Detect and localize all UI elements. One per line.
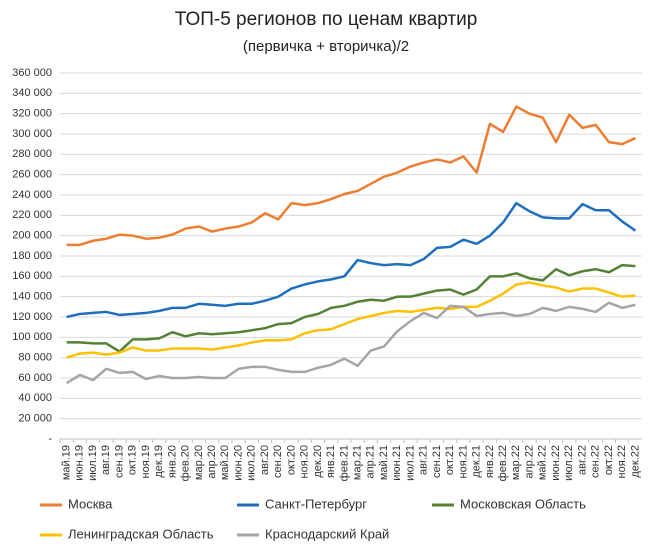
x-tick-label: сен.22 <box>590 445 602 478</box>
y-tick-label: 280 000 <box>12 148 52 160</box>
x-tick-label: янв.21 <box>325 445 337 478</box>
x-tick-label: дек.20 <box>312 445 324 478</box>
x-tick-label: ноя.22 <box>616 445 628 478</box>
legend-label: Ленинградская Область <box>68 526 214 541</box>
x-tick-label: ноя.21 <box>457 445 469 478</box>
x-tick-label: дек.19 <box>153 445 165 478</box>
series-line <box>65 301 636 385</box>
series-line <box>66 201 637 319</box>
x-tick-label: июн.20 <box>232 445 244 481</box>
legend-label: Санкт-Петербург <box>265 496 367 511</box>
x-tick-label: июл.22 <box>563 445 575 481</box>
y-tick-label: 20 000 <box>18 413 52 425</box>
y-tick-label: 60 000 <box>18 372 52 384</box>
y-tick-label: 100 000 <box>12 331 52 343</box>
series-line <box>66 281 636 359</box>
y-tick-label: 180 000 <box>12 250 52 262</box>
x-tick-label: май.20 <box>219 445 231 480</box>
x-tick-label: янв.22 <box>484 445 496 478</box>
x-tick-label: авг.21 <box>418 445 430 475</box>
x-tick-label: июл.20 <box>246 445 258 481</box>
y-tick-label: 260 000 <box>12 169 52 181</box>
series-line <box>66 105 636 247</box>
y-tick-label: 80 000 <box>18 352 52 364</box>
x-tick-label: апр.21 <box>365 445 377 478</box>
y-tick-label: 120 000 <box>12 311 52 323</box>
x-tick-label: фев.22 <box>497 445 509 481</box>
x-tick-label: авг.20 <box>259 445 271 475</box>
y-tick-label: - <box>48 433 52 445</box>
x-tick-label: авг.19 <box>100 445 112 475</box>
x-tick-label: окт.19 <box>127 445 139 475</box>
x-tick-label: сен.19 <box>113 445 125 478</box>
x-tick-label: янв.20 <box>166 445 178 478</box>
y-tick-label: 200 000 <box>12 230 52 242</box>
x-tick-label: сен.20 <box>272 445 284 478</box>
x-tick-label: мар.22 <box>510 445 522 480</box>
x-tick-label: июн.21 <box>391 445 403 481</box>
y-tick-label: 320 000 <box>12 108 52 120</box>
x-tick-label: фев.20 <box>180 445 192 481</box>
legend-label: Краснодарский Край <box>265 526 389 541</box>
x-tick-label: дек.22 <box>629 445 641 478</box>
x-tick-label: дек.21 <box>471 445 483 478</box>
x-tick-label: окт.21 <box>444 445 456 475</box>
y-tick-label: 40 000 <box>18 392 52 404</box>
x-tick-label: мар.21 <box>352 445 364 480</box>
x-tick-label: мар.20 <box>193 445 205 480</box>
x-tick-label: май.22 <box>537 445 549 480</box>
x-tick-label: авг.22 <box>576 445 588 475</box>
y-tick-label: 340 000 <box>12 87 52 99</box>
y-tick-label: 360 000 <box>12 67 52 79</box>
chart-title: ТОП-5 регионов по ценам квартир <box>175 9 478 30</box>
x-tick-label: окт.20 <box>285 445 297 475</box>
x-tick-label: окт.22 <box>603 445 615 475</box>
y-tick-label: 300 000 <box>12 128 52 140</box>
x-tick-label: май.21 <box>378 445 390 480</box>
x-tick-label: ноя.19 <box>140 445 152 478</box>
y-tick-label: 240 000 <box>12 189 52 201</box>
x-tick-label: июл.21 <box>404 445 416 481</box>
x-tick-label: июл.19 <box>87 445 99 481</box>
x-tick-label: сен.21 <box>431 445 443 478</box>
x-tick-label: ноя.20 <box>299 445 311 478</box>
series-line <box>66 263 636 353</box>
x-tick-label: апр.22 <box>523 445 535 478</box>
y-tick-label: 220 000 <box>12 209 52 221</box>
legend-label: Москва <box>68 496 113 511</box>
legend-label: Московская Область <box>460 496 586 511</box>
x-tick-label: май.19 <box>61 445 73 480</box>
y-tick-label: 160 000 <box>12 270 52 282</box>
y-tick-label: 140 000 <box>12 291 52 303</box>
x-tick-label: фев.21 <box>338 445 350 481</box>
x-tick-label: июн.19 <box>74 445 86 481</box>
x-tick-label: июн.22 <box>550 445 562 481</box>
x-tick-label: апр.20 <box>206 445 218 478</box>
chart-subtitle: (первичка + вторичка)/2 <box>243 38 409 55</box>
